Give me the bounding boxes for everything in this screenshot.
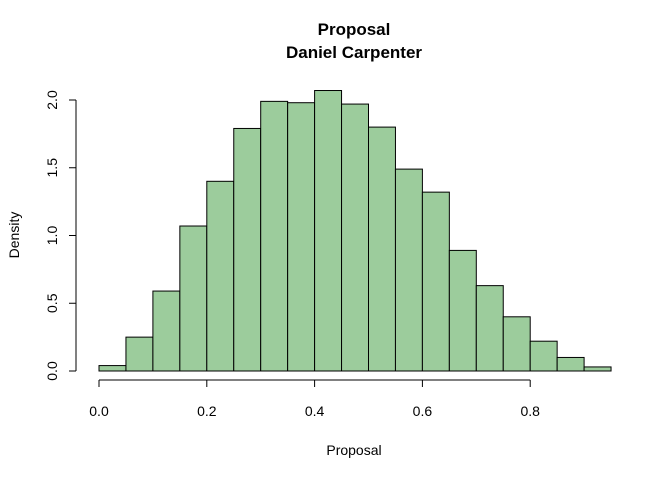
y-axis-label: Density [6,212,22,259]
x-tick-label: 0.2 [197,403,217,419]
y-tick-label: 0.0 [44,361,60,381]
histogram-bar [341,103,369,372]
histogram-bar [475,285,504,372]
x-tick-label: 0.4 [305,403,325,419]
y-axis: 0.0 0.5 1.0 1.5 2.0 [44,90,77,381]
histogram-bar [368,126,396,372]
histogram-bar [233,127,262,372]
y-tick-label: 1.5 [44,158,60,178]
histogram-bar [125,336,154,372]
histogram-bar [314,90,343,372]
chart-title: Proposal [318,20,391,39]
histogram-bar [583,366,612,372]
histogram-bar [529,340,558,372]
x-axis: 0.0 0.2 0.4 0.6 0.8 [89,379,540,419]
bars-group [98,90,612,372]
histogram-bar [556,356,585,372]
histogram-bar [179,225,208,372]
x-tick-label: 0.6 [413,403,433,419]
x-tick-label: 0.8 [520,403,540,419]
histogram-bar [260,100,289,372]
y-tick-label: 1.0 [44,226,60,246]
y-tick-label: 0.5 [44,293,60,313]
x-axis-label: Proposal [326,442,381,458]
chart-subtitle: Daniel Carpenter [286,43,422,62]
histogram-bar [394,168,423,372]
histogram-bar [421,191,450,372]
histogram-bar [98,365,127,372]
histogram-bar [502,316,531,372]
y-tick-label: 2.0 [44,90,60,110]
histogram-bar [152,290,181,372]
histogram-bar [287,102,316,372]
histogram-bar [206,180,235,372]
histogram-bar [448,249,477,372]
x-tick-label: 0.0 [89,403,109,419]
